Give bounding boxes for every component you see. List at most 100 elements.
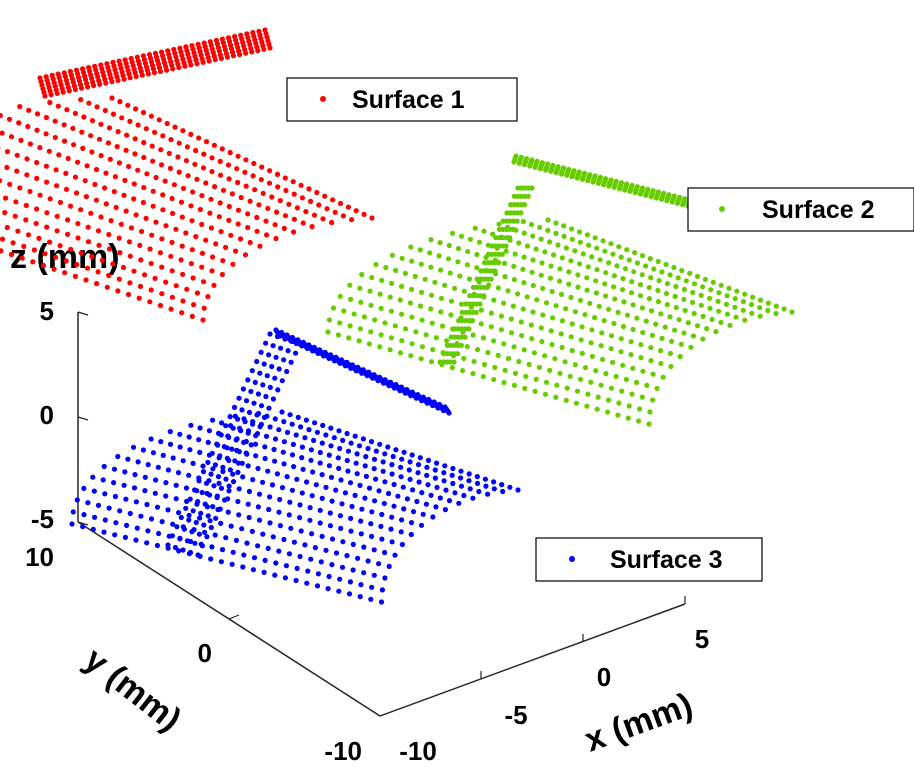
data-point: [376, 561, 382, 567]
data-point: [246, 409, 253, 415]
data-point: [569, 321, 575, 327]
data-point: [265, 205, 271, 211]
data-point: [4, 164, 10, 171]
data-point: [179, 243, 185, 249]
data-point: [366, 341, 372, 347]
data-point: [345, 448, 351, 454]
data-point: [203, 139, 210, 145]
data-point: [345, 204, 351, 210]
data-point: [132, 151, 138, 157]
data-point: [668, 363, 674, 370]
data-point: [209, 544, 215, 550]
data-point: [468, 318, 474, 324]
data-point: [691, 310, 697, 317]
data-point: [266, 352, 272, 358]
data-point: [326, 573, 332, 580]
data-point: [261, 46, 267, 52]
data-point: [23, 202, 29, 208]
data-point: [585, 264, 591, 270]
data-point: [229, 191, 235, 197]
data-point: [379, 277, 385, 283]
data-point: [289, 421, 295, 427]
data-point: [7, 181, 13, 187]
data-point: [352, 492, 358, 498]
data-point: [616, 400, 622, 406]
data-point: [314, 583, 321, 589]
data-point: [230, 471, 236, 477]
data-point: [476, 488, 482, 495]
data-point: [205, 439, 211, 445]
data-point: [742, 317, 748, 323]
data-point: [78, 85, 85, 91]
tick-labels: 5 0 -5 10 0 -10 -10 -5 0 5: [25, 296, 709, 766]
data-point: [495, 352, 501, 359]
data-point: [445, 256, 452, 262]
data-point: [286, 551, 292, 557]
data-point: [262, 444, 268, 450]
data-point: [277, 198, 283, 204]
data-point: [366, 485, 373, 491]
data-point: [294, 476, 300, 482]
data-point: [354, 451, 360, 457]
data-point: [199, 221, 205, 227]
data-point: [231, 404, 238, 410]
data-point: [548, 168, 554, 174]
data-point: [223, 535, 229, 541]
data-point: [486, 282, 492, 288]
data-point: [557, 370, 563, 376]
data-point: [217, 158, 223, 164]
data-point: [115, 77, 121, 83]
data-point: [145, 71, 151, 77]
data-point: [624, 247, 630, 253]
data-point: [157, 250, 163, 256]
data-point: [690, 289, 696, 296]
data-point: [276, 548, 282, 554]
data-point: [212, 184, 218, 190]
data-point: [187, 447, 193, 453]
data-point: [78, 97, 84, 103]
data-point: [155, 464, 161, 470]
data-point: [732, 304, 738, 310]
data-point: [460, 329, 466, 335]
data-point: [543, 300, 550, 306]
data-point: [408, 353, 414, 359]
data-point: [660, 374, 666, 380]
data-point: [690, 299, 696, 305]
data-point: [700, 313, 706, 319]
data-point: [749, 310, 755, 316]
data-point: [194, 61, 200, 67]
data-point: [409, 286, 415, 292]
data-point: [740, 299, 747, 305]
data-point: [140, 109, 147, 116]
data-point: [208, 196, 214, 202]
data-point: [704, 326, 710, 332]
data-point: [179, 214, 185, 220]
data-point: [117, 250, 123, 256]
data-point: [4, 224, 10, 231]
data-point: [52, 134, 58, 141]
data-point: [147, 246, 153, 252]
data-point: [230, 479, 237, 485]
data-point: [205, 459, 211, 465]
data-point: [321, 353, 327, 359]
data-point: [485, 349, 491, 356]
data-point: [639, 272, 645, 278]
data-point: [134, 525, 140, 531]
data-point: [27, 141, 33, 147]
data-point: [188, 261, 194, 267]
data-point: [230, 53, 237, 59]
data-point: [251, 400, 257, 406]
data-point: [502, 367, 508, 373]
data-point: [624, 312, 631, 318]
data-point: [290, 179, 296, 185]
data-point: [387, 347, 393, 353]
data-point: [109, 79, 115, 85]
data-point: [224, 54, 230, 60]
data-point: [606, 306, 612, 312]
data-point: [644, 382, 650, 388]
data-point: [428, 237, 434, 243]
data-point: [381, 380, 387, 386]
data-point: [194, 501, 200, 507]
data-point: [115, 453, 121, 460]
data-point: [491, 486, 497, 492]
